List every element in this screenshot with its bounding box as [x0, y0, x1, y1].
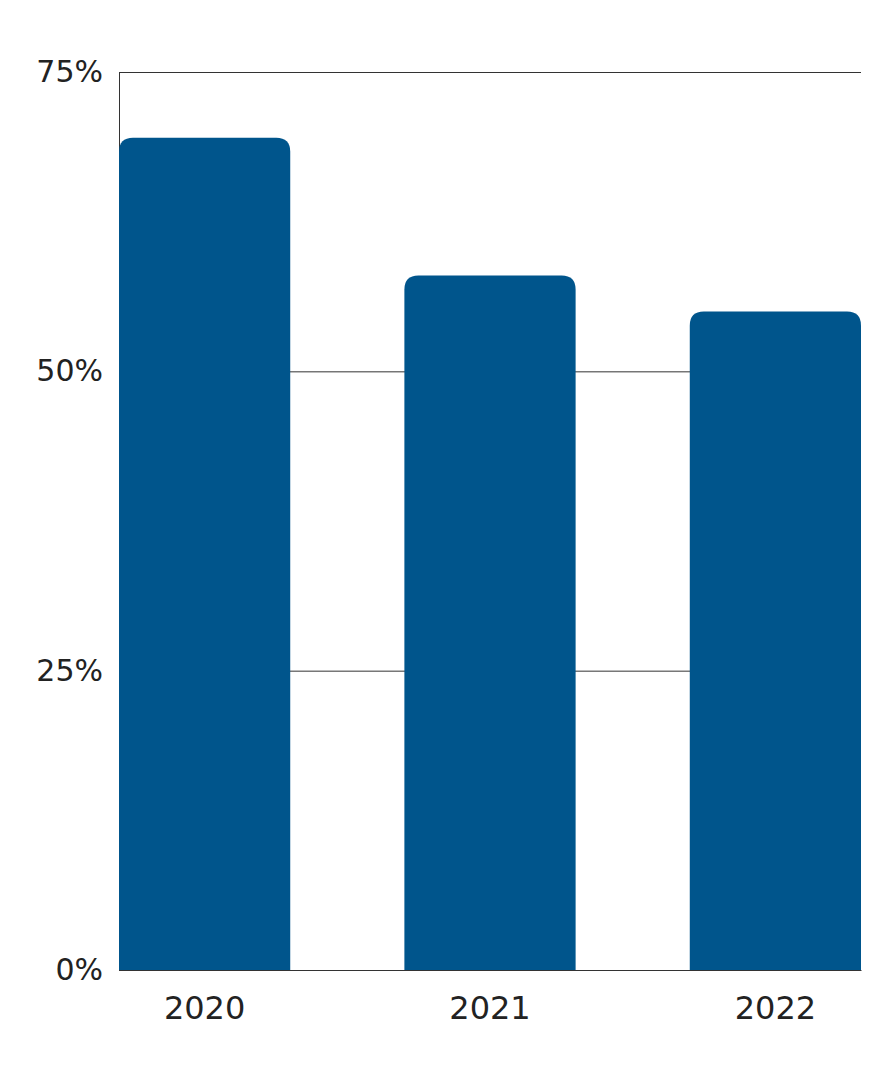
x-tick: 2022	[735, 970, 816, 1027]
x-axis: 2020 2021 2022	[120, 970, 862, 1027]
plot: 0% 25% 50% 75% 2020 2021 2022	[36, 54, 861, 1027]
bar	[119, 138, 290, 970]
y-tick-label: 25%	[36, 653, 103, 688]
bar	[404, 276, 575, 970]
bars	[119, 138, 861, 970]
y-tick-label: 50%	[36, 353, 103, 388]
y-tick-label: 0%	[55, 952, 103, 987]
x-tick-label: 2020	[164, 989, 245, 1027]
grid-line	[119, 970, 861, 971]
x-tick: 2020	[164, 970, 245, 1027]
x-tick: 2021	[449, 970, 530, 1027]
x-axis-line	[120, 970, 862, 971]
y-tick: 75%	[36, 54, 861, 89]
y-axis: 0% 25% 50% 75%	[36, 54, 861, 987]
grid-line	[119, 72, 861, 73]
y-tick-label: 75%	[36, 54, 103, 89]
bar	[690, 311, 861, 970]
x-tick-label: 2022	[735, 989, 816, 1027]
chart: 0% 25% 50% 75% 2020 2021 2022	[0, 0, 892, 1080]
x-tick-label: 2021	[449, 989, 530, 1027]
